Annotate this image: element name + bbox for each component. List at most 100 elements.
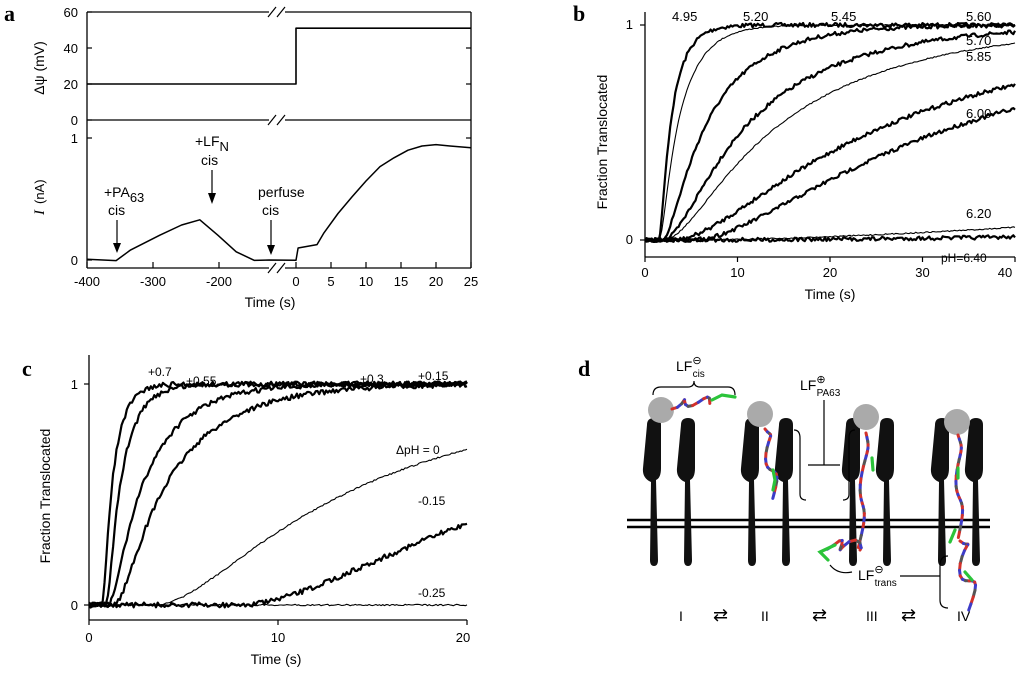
a-annotation-lfn: +LFN cis: [195, 133, 229, 204]
panel-a-xaxis: -400 -300 -200 0 5 10 15 20 25 Time (s): [74, 262, 478, 310]
panel-c-label: c: [22, 356, 32, 381]
c-series-line: [88, 380, 468, 607]
c-curve-label: +0.55: [186, 374, 217, 388]
lf-chain-segment: [967, 602, 973, 612]
b-curve-label: 5.85: [966, 49, 991, 64]
b-curve-label: 6.20: [966, 206, 991, 221]
svg-text:I: I: [32, 209, 48, 216]
b-curve-label: 5.20: [743, 9, 768, 24]
c-xtick: 0: [85, 630, 92, 645]
svg-text:cis: cis: [262, 202, 279, 218]
b-curve-label: 6.00: [966, 106, 991, 121]
b-curve-label: 5.60: [966, 9, 991, 24]
svg-text:cis: cis: [108, 202, 125, 218]
equilibrium-arrows-icon: ⇄: [901, 605, 916, 625]
membrane: [627, 518, 990, 529]
b-xtick: 40: [998, 265, 1012, 280]
b-curve-label: 4.95: [672, 9, 697, 24]
lf-pa63-bracket: LF⊕ PA63: [793, 374, 856, 501]
lf-trans-bracket: LF⊖ trans: [829, 555, 949, 609]
equilibrium-arrows-icon: ⇄: [812, 605, 827, 625]
b-xtick: 0: [641, 265, 648, 280]
b-series-line: [644, 42, 1016, 241]
b-xtick: 20: [823, 265, 837, 280]
a-xtick: 15: [394, 274, 408, 289]
panel-a-label: a: [4, 1, 15, 26]
b-ytick: 1: [626, 17, 633, 32]
state-labels: I ⇄ II ⇄ III ⇄ IV: [679, 605, 971, 625]
a-bottom-current-trace: [86, 143, 472, 262]
b-ytick: 0: [626, 232, 633, 247]
a-xtick: -400: [74, 274, 100, 289]
a-top-ytick: 0: [71, 113, 78, 128]
equilibrium-arrows-icon: ⇄: [713, 605, 728, 625]
a-top-ytick: 60: [64, 5, 78, 20]
c-series-group: [88, 380, 468, 609]
lf-cterm-segment: [870, 456, 875, 472]
lf-domain-ball: [944, 409, 970, 435]
a-xtick: 25: [464, 274, 478, 289]
a-top-ylabel: Δψ (mV): [31, 41, 47, 95]
a-top-ytick: 20: [64, 77, 78, 92]
c-series-line: [88, 603, 468, 607]
c-series-line: [88, 522, 468, 609]
a-top-ytick: 40: [64, 41, 78, 56]
a-xtick: 10: [359, 274, 373, 289]
c-curve-label: +0.15: [418, 369, 449, 383]
state-label: I: [679, 608, 683, 624]
state-label: IV: [957, 608, 971, 624]
b-xlabel: Time (s): [805, 286, 856, 302]
b-series-line: [644, 22, 1016, 243]
a-xtick: -300: [140, 274, 166, 289]
b-series-line: [644, 83, 1016, 243]
svg-text:+PA63: +PA63: [104, 184, 144, 205]
a-annotation-pa63: +PA63 cis: [104, 184, 144, 253]
c-curve-labels: +0.7 +0.55 +0.3 +0.15 ΔpH = 0 -0.15 -0.2…: [148, 365, 449, 600]
lf-domain-ball: [747, 401, 773, 427]
svg-text:perfuse: perfuse: [258, 184, 305, 200]
b-series-line: [644, 234, 1016, 243]
lf-domain-ball: [648, 397, 674, 423]
a-xtick: 20: [429, 274, 443, 289]
a-annotation-perfuse: perfuse cis: [258, 184, 305, 255]
a-bottom-ylabel: I (nA): [32, 179, 48, 216]
panel-b: b 0 1 Fraction Translocated 0 10 20 30 4…: [573, 1, 1016, 302]
c-xtick: 20: [456, 630, 470, 645]
c-curve-label: ΔpH = 0: [396, 443, 440, 457]
b-series-line: [644, 23, 1016, 242]
panel-d: d LF⊖ cis LF⊕ PA63: [578, 355, 990, 625]
b-series-line: [644, 29, 1016, 243]
c-curve-label: +0.7: [148, 365, 172, 379]
svg-text:+LFN: +LFN: [195, 133, 229, 154]
c-curve-label: -0.25: [418, 586, 446, 600]
pa63-channel-wall: [740, 418, 759, 566]
panel-b-label: b: [573, 1, 585, 26]
b-curve-labels: 4.95 5.20 5.45 5.60 5.70 5.85 6.00 6.20 …: [672, 9, 991, 265]
pa63-channel-wall: [841, 418, 860, 566]
b-xtick: 10: [730, 265, 744, 280]
pa63-channel-wall: [875, 418, 894, 566]
svg-text:LF⊕PA63: LF⊕ PA63: [800, 374, 841, 399]
lf-chain-segment: [956, 530, 961, 540]
a-xlabel: Time (s): [245, 294, 296, 310]
state-label: III: [866, 608, 878, 624]
arrow-down-icon: [113, 243, 121, 253]
lf-chain-segment: [771, 491, 776, 500]
pa63-channel-wall: [676, 418, 695, 566]
lf-cterm-segment: [710, 393, 737, 402]
panel-a: a 0 20 40 60 Δψ (mV): [4, 1, 478, 310]
c-xlabel: Time (s): [251, 651, 302, 667]
c-ytick: 1: [71, 377, 78, 392]
c-series-line: [88, 380, 468, 609]
c-series-line: [88, 381, 468, 608]
panel-d-label: d: [578, 356, 590, 381]
pa63-channel-wall: [930, 418, 949, 566]
lf-cterm-segment: [817, 543, 837, 562]
lf-cterm-segment: [948, 528, 957, 544]
lf-domain-ball: [853, 404, 879, 430]
b-ylabel: Fraction Translocated: [594, 75, 610, 210]
state-label: II: [761, 608, 769, 624]
b-xtick: 30: [915, 265, 929, 280]
lf-chains: [670, 393, 978, 612]
lf-cterm-segment: [963, 570, 974, 582]
